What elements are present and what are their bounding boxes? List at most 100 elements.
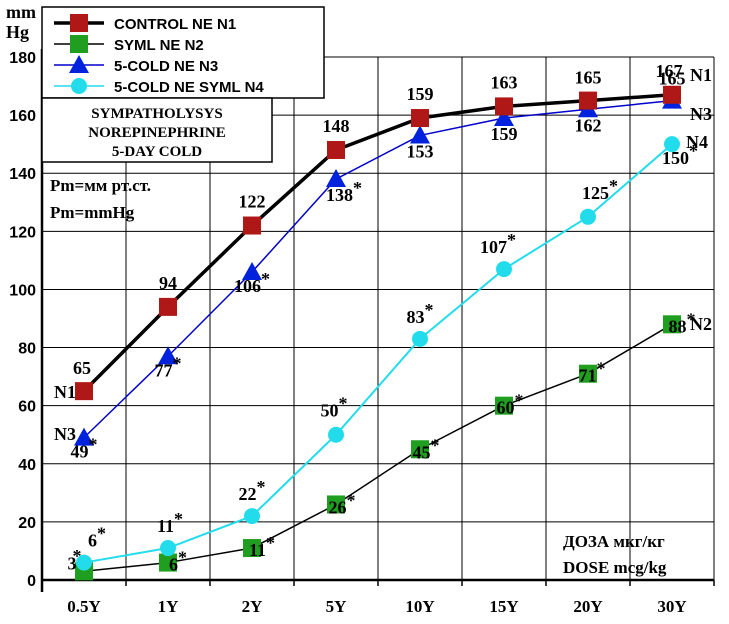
y-tick-label-20: 20 (18, 515, 36, 532)
y-tick-label-40: 40 (18, 457, 36, 474)
legend-label-N1: CONTROL NE N1 (114, 16, 236, 33)
series-N2 (75, 315, 681, 581)
y-tick-label-100: 100 (9, 282, 36, 299)
data-label-N1-20Y: 165 (575, 68, 602, 88)
point-N1-2Y (243, 216, 261, 235)
series-N4 (76, 136, 680, 571)
point-N2-30Y (663, 315, 681, 334)
series-layer (74, 85, 682, 581)
series-end-label-N2: N2 (690, 314, 712, 334)
data-label-N2-0.5Y: 3 (68, 553, 77, 573)
series-start-label-N1: N1 (54, 382, 76, 402)
data-label-N2-2Y: 11* (249, 533, 275, 560)
data-label-N3-10Y: 153 (407, 141, 434, 161)
y-axis-label-line-2: Hg (6, 22, 29, 42)
y-axis-label-line-1: mm (6, 2, 36, 22)
series-line-N2 (83, 323, 673, 573)
point-N2-10Y (411, 440, 429, 459)
legend-item-N4: 5-COLD NE SYML N4 (54, 78, 264, 96)
pm-note-ru: Pm=мм рт.ст. (50, 176, 151, 195)
data-label-N1-2Y: 122 (239, 192, 266, 212)
note-box-line-sympatholysys: SYMPATHOLYSYS (91, 106, 222, 122)
legend-label-N3: 5-COLD NE N3 (114, 58, 218, 75)
y-tick-label-180: 180 (9, 50, 36, 67)
data-label-N4-30Y: 150* (662, 141, 698, 168)
data-label-N2-1Y: 6* (169, 548, 187, 575)
x-tick-label-1Y: 1Y (158, 597, 179, 616)
pm-note-en: Pm=mmHg (50, 203, 135, 222)
point-N3-5Y (326, 169, 346, 188)
data-label-N4-5Y: 50* (321, 394, 348, 421)
point-N4-30Y (664, 136, 680, 153)
legend-marker-N1 (70, 14, 88, 32)
point-N3-0.5Y (74, 427, 94, 446)
dose-note-ru: ДОЗА мкг/кг (563, 532, 665, 551)
point-N1-15Y (495, 97, 513, 116)
point-N2-20Y (579, 364, 597, 383)
point-N3-2Y (242, 262, 262, 281)
note-box: SYMPATHOLYSYS NOREPINEPHRINE 5-DAY COLD (41, 97, 273, 163)
data-label-N3-0.5Y: 49* (71, 435, 98, 462)
data-label-N1-15Y: 163 (491, 72, 518, 92)
legend-item-N2: SYML NE N2 (54, 35, 204, 54)
data-label-N3-15Y: 159 (491, 124, 518, 144)
data-label-N3-1Y: 77* (155, 353, 182, 380)
data-label-N3-5Y: 138* (326, 178, 362, 205)
point-N4-0.5Y (76, 554, 92, 571)
data-label-N1-5Y: 148 (323, 116, 350, 136)
x-tick-label-2Y: 2Y (242, 597, 263, 616)
legend-label-N4: 5-COLD NE SYML N4 (114, 79, 264, 96)
y-axis-label: mm Hg (6, 2, 41, 42)
series-line-N1 (82, 93, 673, 393)
legend-item-N3: 5-COLD NE N3 (54, 55, 218, 75)
data-label-N4-10Y: 83* (407, 300, 434, 327)
data-label-N1-10Y: 159 (407, 84, 434, 104)
point-N2-5Y (327, 495, 345, 514)
y-tick-label-80: 80 (18, 341, 36, 358)
x-tick-label-15Y: 15Y (489, 597, 518, 616)
x-tick-label-0.5Y: 0.5Y (67, 597, 101, 616)
point-N3-10Y (410, 125, 430, 144)
point-N4-5Y (328, 426, 344, 443)
y-tick-label-120: 120 (9, 224, 36, 241)
series-end-label-N3: N3 (690, 104, 712, 124)
point-N4-2Y (244, 508, 260, 525)
point-N1-30Y (663, 85, 681, 104)
point-N4-20Y (580, 208, 596, 225)
note-box-frame (41, 97, 273, 163)
data-label-N3-2Y: 106* (234, 269, 270, 296)
point-N3-1Y (158, 346, 178, 365)
point-N2-1Y (159, 553, 177, 572)
point-N1-5Y (327, 140, 345, 159)
point-N4-15Y (496, 261, 512, 278)
point-N2-15Y (495, 396, 513, 415)
note-box-line-norepinephrine: NOREPINEPHRINE (88, 125, 226, 141)
point-N1-1Y (159, 297, 177, 316)
series-end-label-N4: N4 (686, 132, 708, 152)
legend-marker-N2 (70, 35, 88, 53)
data-label-N3-20Y: 162 (575, 115, 602, 135)
series-N1 (75, 85, 681, 401)
data-label-N4-15Y: 107* (480, 230, 516, 257)
legend-marker-N3 (69, 55, 89, 73)
data-label-N2-20Y: 71* (579, 359, 606, 386)
series-start-label-N3: N3 (54, 424, 76, 444)
series-end-label-N1: N1 (690, 65, 712, 85)
y-tick-label-60: 60 (18, 399, 36, 416)
dose-note-en: DOSE mcg/kg (563, 558, 667, 577)
series-line-N4 (83, 143, 673, 564)
y-tick-label-0: 0 (27, 573, 36, 590)
point-N4-10Y (412, 330, 428, 347)
point-N4-1Y (160, 540, 176, 557)
point-N1-0.5Y (75, 382, 93, 401)
series-line-N3 (83, 99, 673, 439)
data-label-N4-0.5Y: 6* (88, 524, 106, 551)
x-tick-label-10Y: 10Y (405, 597, 434, 616)
data-label-N4-20Y: 125* (582, 176, 618, 203)
note-box-line-cold: 5-DAY COLD (112, 144, 202, 160)
data-label-N2-5Y: 26* (329, 490, 356, 517)
data-label-N2-30Y: 88* (669, 309, 696, 336)
x-tick-label-5Y: 5Y (326, 597, 347, 616)
point-N1-10Y (411, 109, 429, 128)
